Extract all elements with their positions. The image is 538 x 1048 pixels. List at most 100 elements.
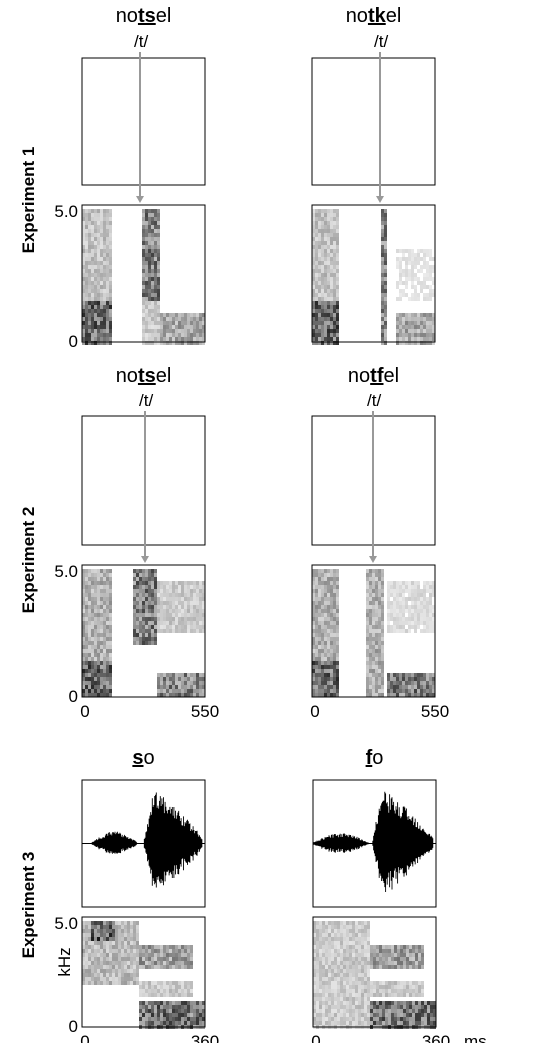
word-emphasis: ts bbox=[138, 5, 156, 27]
spectrogram-cell bbox=[381, 225, 384, 229]
spectrogram-cell bbox=[94, 317, 97, 321]
spectrogram-cell bbox=[190, 989, 193, 993]
spectrogram-cell bbox=[379, 1021, 382, 1025]
spectrogram-cell bbox=[387, 689, 390, 693]
spectrogram-cell bbox=[324, 213, 327, 217]
spectrogram-cell bbox=[88, 601, 91, 605]
spectrogram-cell bbox=[414, 605, 417, 609]
word-part: el bbox=[156, 365, 172, 387]
spectrogram-cell bbox=[334, 925, 337, 929]
spectrogram-cell bbox=[324, 585, 327, 589]
spectrogram-cell bbox=[175, 605, 178, 609]
spectrogram-cell bbox=[340, 937, 343, 941]
spectrogram-cell bbox=[106, 225, 109, 229]
spectrogram-cell bbox=[429, 321, 432, 325]
spectrogram-cell bbox=[199, 617, 202, 621]
spectrogram-cell bbox=[151, 629, 154, 633]
spectrogram-cell bbox=[97, 313, 100, 317]
spectrogram-cell bbox=[396, 593, 399, 597]
waveform-frame bbox=[82, 416, 205, 545]
spectrogram-cell bbox=[190, 617, 193, 621]
spectrogram-cell bbox=[130, 977, 133, 981]
spectrogram-cell bbox=[187, 333, 190, 337]
spectrogram-cell bbox=[399, 281, 402, 285]
spectrogram-cell bbox=[157, 953, 160, 957]
spectrogram-cell bbox=[121, 949, 124, 953]
spectrogram-cell bbox=[100, 257, 103, 261]
spectrogram-cell bbox=[172, 621, 175, 625]
spectrogram-cell bbox=[349, 949, 352, 953]
spectrogram-cell bbox=[322, 933, 325, 937]
spectrogram-cell bbox=[133, 937, 136, 941]
spectrogram-cell bbox=[175, 1005, 178, 1009]
spectrogram-cell bbox=[376, 945, 379, 949]
spectrogram-cell bbox=[327, 269, 330, 273]
spectrogram-cell bbox=[328, 965, 331, 969]
spectrogram-cell bbox=[193, 625, 196, 629]
spectrogram-cell bbox=[375, 613, 378, 617]
spectrogram-cell bbox=[145, 297, 148, 301]
spectrogram-cell bbox=[330, 573, 333, 577]
spectrogram-cell bbox=[166, 605, 169, 609]
y-axis-top: 5.0 bbox=[54, 562, 78, 581]
spectrogram-cell bbox=[88, 665, 91, 669]
spectrogram-cell bbox=[412, 965, 415, 969]
spectrogram-cell bbox=[426, 629, 429, 633]
spectrogram-cell bbox=[366, 589, 369, 593]
spectrogram-cell bbox=[325, 1017, 328, 1021]
spectrogram-cell bbox=[327, 257, 330, 261]
spectrogram-cell bbox=[381, 301, 384, 305]
spectrogram-cell bbox=[331, 1001, 334, 1005]
spectrogram-cell bbox=[321, 305, 324, 309]
spectrogram-cell bbox=[315, 293, 318, 297]
spectrogram-cell bbox=[423, 629, 426, 633]
spectrogram-cell bbox=[382, 1017, 385, 1021]
spectrogram-cell bbox=[318, 313, 321, 317]
spectrogram-cell bbox=[100, 673, 103, 677]
spectrogram-cell bbox=[381, 657, 384, 661]
spectrogram-cell bbox=[106, 277, 109, 281]
spectrogram-cell bbox=[327, 277, 330, 281]
spectrogram-cell bbox=[172, 329, 175, 333]
spectrogram-cell bbox=[121, 981, 124, 985]
spectrogram-cell bbox=[316, 957, 319, 961]
spectrogram-cell bbox=[145, 241, 148, 245]
spectrogram-cell bbox=[184, 1017, 187, 1021]
spectrogram-cell bbox=[369, 633, 372, 637]
spectrogram-cell bbox=[318, 601, 321, 605]
spectrogram-cell bbox=[316, 985, 319, 989]
spectrogram-cell bbox=[169, 325, 172, 329]
spectrogram-cell bbox=[103, 689, 106, 693]
spectrogram-cell bbox=[91, 333, 94, 337]
spectrogram-cell bbox=[388, 945, 391, 949]
spectrogram-cell bbox=[384, 213, 387, 217]
spectrogram-cell bbox=[330, 281, 333, 285]
spectrogram-cell bbox=[397, 945, 400, 949]
spectrogram-cell bbox=[321, 281, 324, 285]
spectrogram-cell bbox=[330, 237, 333, 241]
spectrogram-cell bbox=[142, 953, 145, 957]
spectrogram-cell bbox=[405, 329, 408, 333]
spectrogram-cell bbox=[103, 693, 106, 697]
spectrogram-cell bbox=[405, 321, 408, 325]
spectrogram-cell bbox=[163, 689, 166, 693]
spectrogram-cell bbox=[85, 653, 88, 657]
spectrogram-cell bbox=[381, 581, 384, 585]
spectrogram-cell bbox=[420, 265, 423, 269]
spectrogram-cell bbox=[367, 937, 370, 941]
spectrogram-cell bbox=[355, 961, 358, 965]
spectrogram-cell bbox=[157, 609, 160, 613]
spectrogram-cell bbox=[378, 693, 381, 697]
spectrogram-cell bbox=[403, 1009, 406, 1013]
spectrogram-cell bbox=[112, 969, 115, 973]
spectrogram-cell bbox=[324, 617, 327, 621]
spectrogram-cell bbox=[331, 1009, 334, 1013]
spectrogram-cell bbox=[337, 965, 340, 969]
spectrogram-cell bbox=[421, 1009, 424, 1013]
spectrogram-cell bbox=[366, 641, 369, 645]
spectrogram-cell bbox=[375, 661, 378, 665]
spectrogram-cell bbox=[381, 573, 384, 577]
spectrogram-cell bbox=[139, 633, 142, 637]
spectrogram-cell bbox=[411, 285, 414, 289]
spectrogram-cell bbox=[154, 641, 157, 645]
